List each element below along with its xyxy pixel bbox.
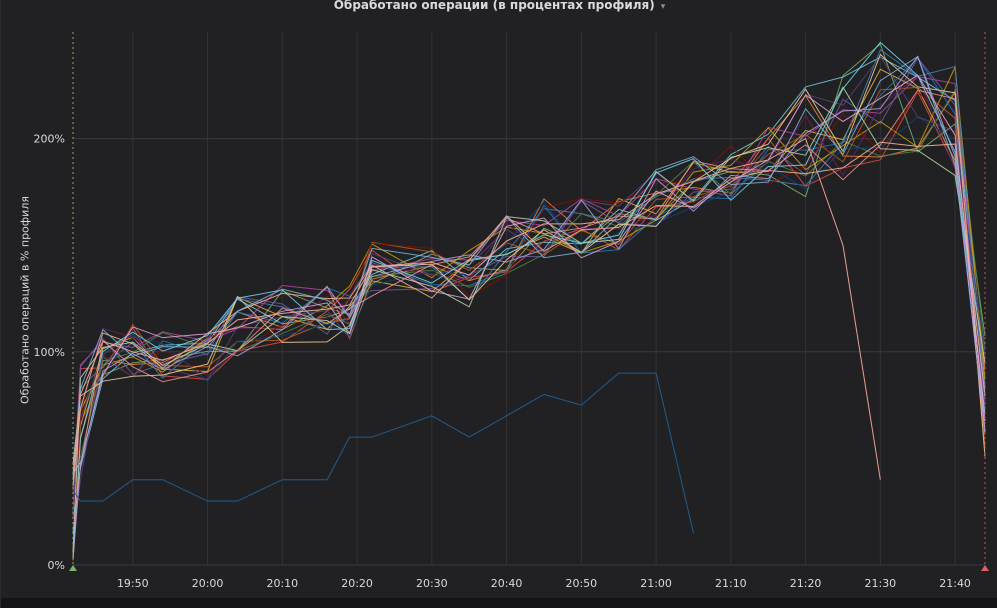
x-tick-label: 21:00	[640, 577, 672, 590]
panel-bottom-edge	[1, 598, 997, 608]
x-tick-label: 19:50	[117, 577, 149, 590]
x-tick-label: 21:40	[939, 577, 971, 590]
series-line	[72, 86, 986, 554]
x-tick-label: 20:10	[266, 577, 298, 590]
panel-title-menu[interactable]: Обработано операции (в процентах профиля…	[1, 0, 997, 14]
x-tick-label: 20:40	[491, 577, 523, 590]
series-line	[72, 41, 986, 560]
y-tick-label: 100%	[34, 346, 65, 359]
series-line	[72, 74, 986, 474]
x-tick-label: 20:00	[192, 577, 224, 590]
grid-lines	[73, 32, 985, 566]
series-line	[72, 91, 986, 561]
series-group	[72, 41, 986, 561]
series-line	[72, 57, 986, 519]
x-tick-label: 20:30	[416, 577, 448, 590]
series-line	[72, 76, 986, 561]
y-tick-label: 0%	[48, 559, 65, 572]
series-line	[72, 137, 881, 480]
axis-ticks: 0% 100% 200% 19:50 20:00 20:10 20:20 20:30 20:40…	[34, 133, 971, 590]
y-tick-label: 200%	[34, 133, 65, 146]
series-line	[72, 55, 986, 560]
x-tick-label: 20:20	[341, 577, 373, 590]
series-line	[72, 116, 986, 455]
x-tick-label: 20:50	[565, 577, 597, 590]
series-line	[72, 65, 986, 561]
panel-title-text: Обработано операции (в процентах профиля…	[333, 0, 655, 12]
series-line	[72, 90, 986, 492]
series-line	[72, 55, 986, 475]
start-marker-icon[interactable]	[69, 565, 77, 571]
series-line	[72, 56, 986, 519]
series-line	[72, 57, 986, 561]
series-line	[72, 89, 986, 533]
x-tick-label: 21:20	[790, 577, 822, 590]
series-line	[72, 90, 986, 561]
chevron-down-icon: ▾	[660, 2, 666, 12]
series-line	[72, 372, 694, 534]
annotation-markers	[69, 32, 989, 571]
series-line	[72, 75, 986, 517]
series-line	[72, 53, 986, 465]
x-tick-label: 21:10	[715, 577, 747, 590]
x-tick-label: 21:30	[864, 577, 896, 590]
series-line	[72, 49, 986, 475]
end-marker-icon[interactable]	[981, 565, 989, 571]
series-line	[72, 141, 986, 486]
